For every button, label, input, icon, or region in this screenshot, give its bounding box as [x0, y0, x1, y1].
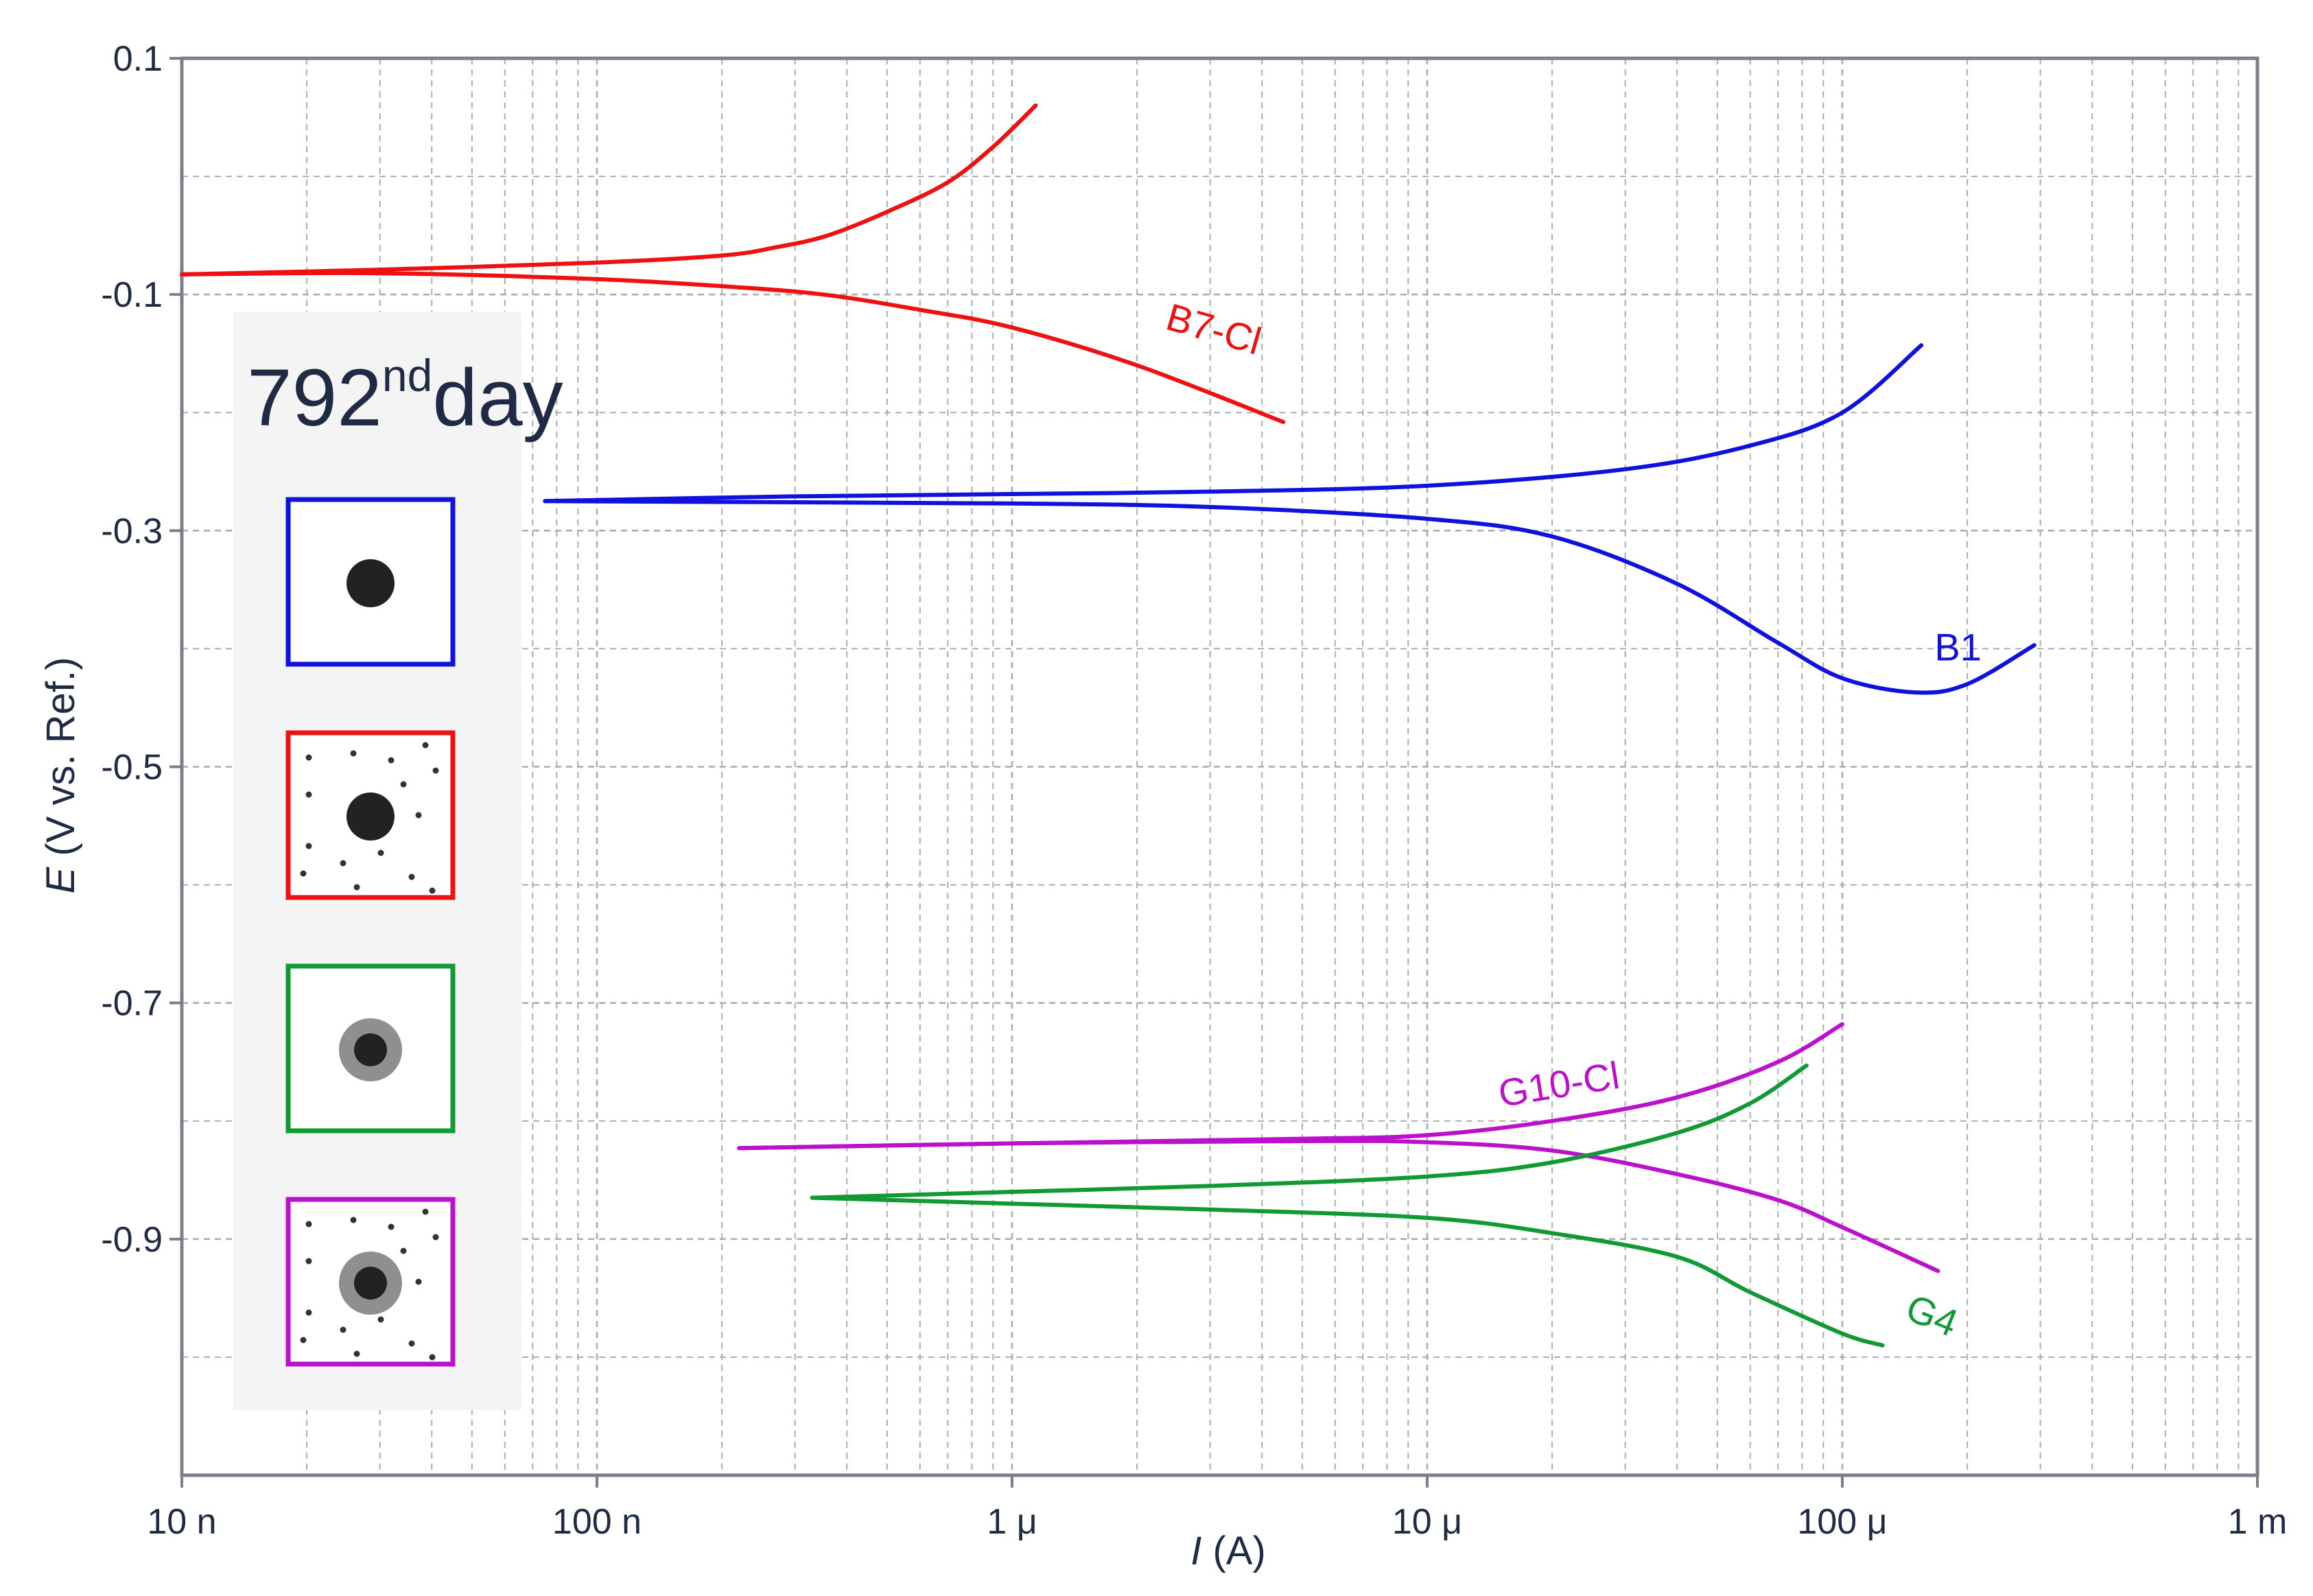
day-word: day: [432, 353, 563, 443]
day-number: 792: [247, 353, 382, 443]
series-g10-cl-anodic-branch: [737, 1022, 1844, 1151]
legend-icon-dot: [388, 757, 395, 764]
legend-icon-dot: [432, 767, 439, 774]
series-label: G4: [1900, 1286, 1964, 1345]
series-g4-anodic-branch: [810, 1063, 1809, 1200]
legend-icon-dot: [377, 849, 384, 856]
x-axis-label-var: I: [1190, 1529, 1201, 1573]
legend-icon-dot: [305, 1309, 312, 1316]
y-tick-label: -0.9: [101, 1220, 163, 1260]
legend-icon-dot: [305, 1258, 312, 1265]
legend-icon-dot: [305, 791, 312, 798]
series-label: B1: [1934, 626, 1982, 669]
legend-icon-dot: [415, 812, 422, 819]
legend-icon-dot: [350, 1217, 357, 1223]
x-tick-label: 10 n: [147, 1502, 216, 1542]
legend-icon-dot: [300, 1337, 307, 1343]
legend-icon-dot: [415, 1278, 422, 1285]
legend-icon-g10-cl: [285, 1197, 456, 1367]
grid: [182, 58, 2257, 1475]
legend-icon-dot: [408, 1340, 415, 1347]
day-annotation: 792ndday: [247, 350, 563, 443]
x-tick-label: 1 m: [2228, 1502, 2288, 1542]
legend-icon-frame: [285, 1197, 456, 1367]
legend-icon-dot: [400, 781, 407, 788]
legend-icon-core: [354, 1267, 387, 1300]
series-label: G10-Cl: [1495, 1053, 1622, 1115]
legend-icon-dot: [300, 870, 307, 877]
legend-icon-dot: [388, 1223, 395, 1230]
series-layer: B7-Cl B1 G10-Cl G4: [180, 103, 2036, 1348]
x-tick-label: 1 μ: [987, 1502, 1037, 1542]
legend-icon-b7-cl: [285, 730, 456, 900]
legend-icon-core: [347, 793, 395, 841]
series-g4-cathodic-branch: [810, 1195, 1885, 1348]
series-b7-cl-cathodic-branch: [180, 270, 1286, 424]
y-tick-label: 0.1: [113, 39, 163, 79]
series-b1: B1: [543, 343, 2036, 695]
legend-icon-dot: [408, 873, 415, 880]
y-axis-label-var: E: [38, 866, 83, 893]
legend-icon-dot: [429, 1354, 436, 1361]
y-tick-label: -0.1: [101, 275, 163, 315]
legend-icon-dot: [432, 1234, 439, 1241]
legend-icon-dot: [340, 1326, 347, 1333]
legend-icon-core: [347, 559, 395, 607]
legend-icon-b1: [285, 497, 456, 667]
legend-icon-dot: [353, 884, 360, 891]
day-suffix: nd: [382, 350, 432, 401]
x-axis-label-unit: (A): [1201, 1529, 1265, 1573]
x-tick-label: 100 n: [552, 1502, 642, 1542]
y-axis-label-unit: (V vs. Ref.): [38, 657, 83, 867]
legend-icon-dot: [429, 887, 436, 894]
y-tick-label: -0.3: [101, 511, 163, 551]
legend-icon-dot: [422, 742, 429, 749]
legend-icon-dot: [377, 1316, 384, 1323]
legend-icon-dot: [400, 1247, 407, 1254]
legend-icon-dot: [305, 1221, 312, 1228]
legend-icon-core: [354, 1033, 387, 1066]
x-axis-label: I (A): [1190, 1529, 1266, 1573]
series-b7-cl-anodic-branch: [180, 103, 1038, 277]
legend-icon-dot: [340, 860, 347, 867]
series-g10-cl: G10-Cl: [737, 1022, 1940, 1274]
legend-panel: [233, 312, 521, 1410]
series-label: B7-Cl: [1162, 295, 1266, 363]
legend-icon-dot: [305, 843, 312, 849]
x-tick-label: 10 μ: [1392, 1502, 1462, 1542]
legend-icon-dot: [422, 1208, 429, 1215]
x-tick-label: 100 μ: [1797, 1502, 1887, 1542]
x-axis-ticks: 10 n 100 n 1 μ 10 μ 100 μ 1 m: [147, 1475, 2287, 1542]
legend-icon-dot: [353, 1350, 360, 1357]
legend-icon-dot: [305, 754, 312, 761]
series-b1-cathodic-branch: [543, 499, 2036, 695]
series-b1-anodic-branch: [543, 343, 1924, 504]
y-tick-label: -0.7: [101, 984, 163, 1024]
y-axis-label: E (V vs. Ref.): [38, 657, 83, 894]
legend-icon-g4: [285, 963, 456, 1134]
y-axis-ticks: 0.1 -0.1 -0.3 -0.5 -0.7 -0.9: [101, 39, 182, 1260]
legend-icon-dot: [350, 750, 357, 757]
series-g10-cl-cathodic-branch: [737, 1138, 1940, 1274]
y-tick-label: -0.5: [101, 748, 163, 788]
